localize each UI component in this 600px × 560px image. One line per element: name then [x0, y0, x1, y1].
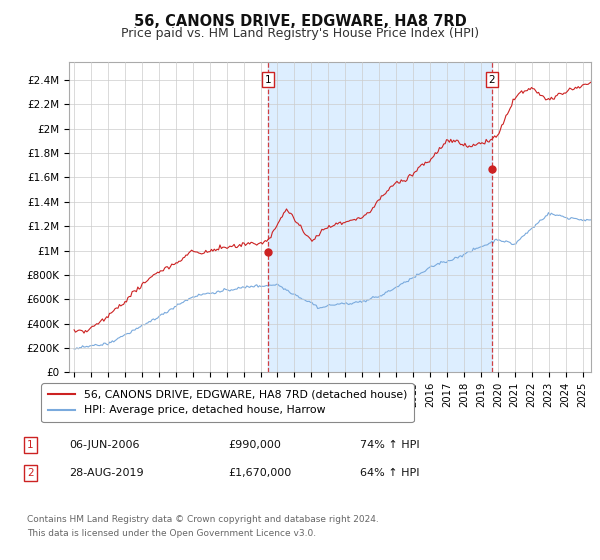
Legend: 56, CANONS DRIVE, EDGWARE, HA8 7RD (detached house), HPI: Average price, detache: 56, CANONS DRIVE, EDGWARE, HA8 7RD (deta…: [41, 384, 413, 422]
Text: 64% ↑ HPI: 64% ↑ HPI: [360, 468, 419, 478]
Text: 06-JUN-2006: 06-JUN-2006: [69, 440, 139, 450]
Text: 2: 2: [488, 75, 495, 85]
Text: Contains HM Land Registry data © Crown copyright and database right 2024.
This d: Contains HM Land Registry data © Crown c…: [27, 515, 379, 538]
Bar: [268, 62, 492, 372]
Text: 28-AUG-2019: 28-AUG-2019: [69, 468, 143, 478]
Text: 56, CANONS DRIVE, EDGWARE, HA8 7RD: 56, CANONS DRIVE, EDGWARE, HA8 7RD: [134, 14, 466, 29]
Text: 1: 1: [27, 440, 34, 450]
Text: £1,670,000: £1,670,000: [228, 468, 291, 478]
Text: £990,000: £990,000: [228, 440, 281, 450]
Text: Price paid vs. HM Land Registry's House Price Index (HPI): Price paid vs. HM Land Registry's House …: [121, 27, 479, 40]
Text: 74% ↑ HPI: 74% ↑ HPI: [360, 440, 419, 450]
Text: 2: 2: [27, 468, 34, 478]
Text: 1: 1: [265, 75, 272, 85]
